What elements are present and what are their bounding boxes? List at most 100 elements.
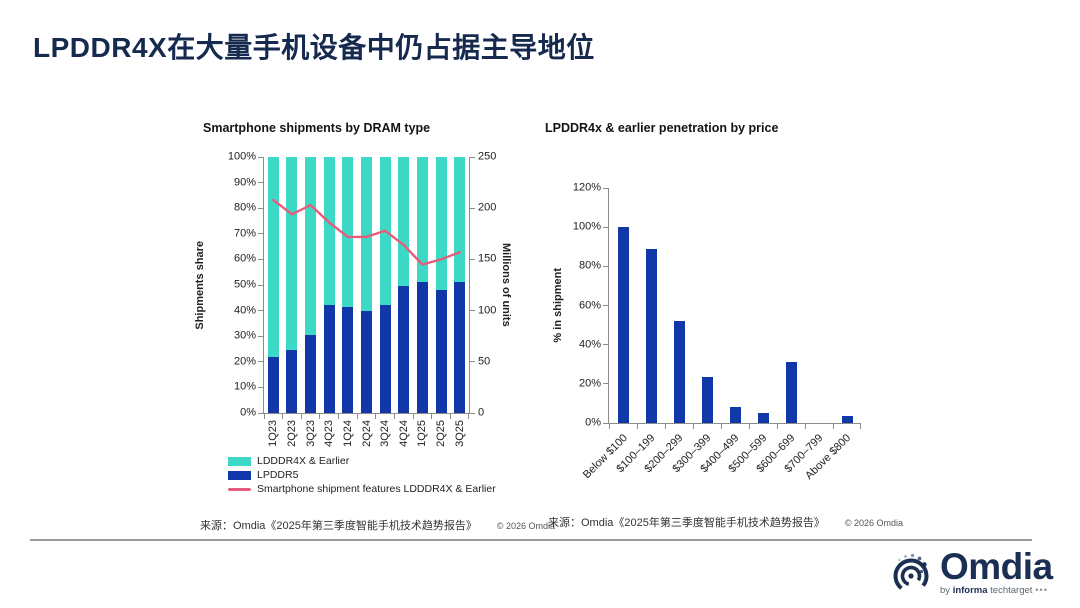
axis-tick-mark xyxy=(470,258,475,260)
x-axis-tick-mark xyxy=(263,414,265,419)
bar-penetration xyxy=(617,227,629,423)
axis-tick-mark xyxy=(470,412,475,414)
axis-tick-label: 40% xyxy=(578,338,601,351)
bar-lpddr4x-earlier xyxy=(267,157,279,357)
axis-tick-mark xyxy=(470,156,475,158)
right-chart-y-axis-title: % in shipment xyxy=(552,268,564,343)
bar-lpddr5 xyxy=(361,310,372,413)
axis-tick-label: 50 xyxy=(478,355,491,368)
axis-tick-label: 80% xyxy=(233,201,256,214)
axis-tick-label: 200 xyxy=(478,201,497,214)
axis-tick-mark xyxy=(258,233,263,235)
legend-item: LPDDR5 xyxy=(228,468,496,482)
axis-tick-label: 50% xyxy=(233,278,256,291)
x-axis-tick-label-text: 3Q24 xyxy=(379,420,392,447)
bar-lpddr4x-earlier xyxy=(416,157,428,283)
axis-tick-mark xyxy=(258,258,263,260)
axis-tick-label: 100 xyxy=(478,304,497,317)
x-axis-tick-label-text: 2Q23 xyxy=(285,420,298,447)
bar-lpddr4x-earlier xyxy=(398,157,410,287)
x-axis-tick-mark xyxy=(300,414,302,419)
right-chart-plot-area: 0% 20% 40% 60% 80% 100% 120% Below $100 $100–199… xyxy=(573,182,861,482)
x-axis-tick-mark xyxy=(468,414,469,419)
axis-tick-label: 60% xyxy=(578,299,601,311)
axis-tick-label: 100% xyxy=(227,150,256,163)
x-axis-tick-label-text: 1Q24 xyxy=(341,420,354,447)
source-text: 来源：Omdia《2025年第三季度智能手机技术趋势报告》 xyxy=(548,517,825,529)
bar-lpddr5 xyxy=(454,282,466,413)
legend-item: LDDDR4X & Earlier xyxy=(228,454,496,468)
bar-lpddr4x-earlier xyxy=(454,157,466,283)
bar-lpddr5 xyxy=(323,305,335,413)
axis-tick-label: 150 xyxy=(478,252,497,265)
axis-tick-label: 40% xyxy=(233,304,256,317)
x-axis-tick-mark xyxy=(664,424,666,429)
axis-tick-mark xyxy=(258,386,263,388)
axis-tick-label: 250 xyxy=(478,150,497,163)
page-title: LPDDR4X在大量手机设备中仍占据主导地位 xyxy=(33,32,595,63)
x-axis-tick-label-text: 4Q24 xyxy=(397,420,410,447)
bar-penetration xyxy=(757,413,769,423)
axis-tick-mark xyxy=(258,284,263,286)
axis-tick-mark xyxy=(603,305,608,306)
x-axis-tick-mark xyxy=(338,414,340,419)
bar-lpddr5 xyxy=(379,305,391,413)
axis-tick-mark xyxy=(603,226,608,228)
legend-label: Smartphone shipment features LDDDR4X & E… xyxy=(257,483,496,495)
x-axis-tick-label-text: 1Q23 xyxy=(267,420,280,447)
x-axis-tick-mark xyxy=(449,414,451,419)
bar-lpddr4x-earlier xyxy=(286,157,298,351)
axis-tick-mark xyxy=(603,383,608,385)
axis-tick-label: 90% xyxy=(233,176,256,189)
axis-tick-label: 80% xyxy=(578,259,601,272)
left-chart-title: Smartphone shipments by DRAM type xyxy=(203,121,431,135)
x-axis-tick-mark xyxy=(608,424,610,429)
left-chart-legend: LDDDR4X & Earlier LPDDR5 Smartphone shipme… xyxy=(228,454,496,496)
left-chart-source: 来源：Omdia《2025年第三季度智能手机技术趋势报告》 © 2026 Omdi… xyxy=(200,517,555,533)
axis-tick-mark xyxy=(258,182,263,184)
x-axis-tick-mark xyxy=(636,424,638,429)
bar-lpddr5 xyxy=(435,290,447,413)
trend-line xyxy=(272,198,461,266)
omdia-logo: Omdia by informa techtarget ••• xyxy=(888,546,1053,596)
x-axis-tick-mark xyxy=(832,424,834,429)
axis-tick-label: 100% xyxy=(572,220,601,233)
axis-tick-mark xyxy=(603,265,608,267)
x-axis-tick-mark xyxy=(776,424,778,429)
x-axis-tick-label-text: 4Q23 xyxy=(323,420,336,447)
source-text: 来源：Omdia《2025年第三季度智能手机技术趋势报告》 xyxy=(200,520,477,532)
bar-lpddr4x-earlier xyxy=(361,157,372,311)
bar-lpddr5 xyxy=(305,334,317,413)
bar-lpddr4x-earlier xyxy=(323,157,335,306)
axis-tick-mark xyxy=(470,310,475,312)
axis-tick-mark xyxy=(603,187,608,189)
bar-penetration xyxy=(729,407,741,423)
axis-tick-mark xyxy=(470,361,475,363)
x-axis-tick-mark xyxy=(804,424,806,429)
x-axis-tick-mark xyxy=(720,424,722,429)
x-axis-tick-mark xyxy=(412,414,414,419)
bar-penetration xyxy=(673,321,685,423)
legend-label: LDDDR4X & Earlier xyxy=(257,455,350,467)
axis-tick-label: 20% xyxy=(233,355,256,368)
divider-line xyxy=(30,539,1032,541)
left-chart-y-axis-title: Shipments share xyxy=(194,240,206,330)
legend-swatch xyxy=(228,487,251,491)
axis-tick-label: 70% xyxy=(233,227,256,240)
x-axis-tick-mark xyxy=(393,414,395,419)
axis-tick-label: 0% xyxy=(585,416,601,429)
axis-tick-label: 10% xyxy=(233,380,256,393)
bar-lpddr4x-earlier xyxy=(342,157,354,307)
x-axis-tick-mark xyxy=(748,424,750,429)
bar-lpddr5 xyxy=(416,282,428,413)
bar-penetration xyxy=(841,416,853,423)
axis-tick-mark xyxy=(603,422,608,424)
bar-lpddr5 xyxy=(398,286,410,413)
copyright-text: © 2026 Omdia xyxy=(496,521,556,531)
left-chart-secondary-axis-title: Millions of units xyxy=(500,243,512,327)
omdia-wordmark: Omdia xyxy=(940,546,1053,587)
bar-lpddr5 xyxy=(267,356,279,413)
copyright-text: © 2026 Omdia xyxy=(844,518,904,528)
legend-swatch xyxy=(228,470,251,480)
